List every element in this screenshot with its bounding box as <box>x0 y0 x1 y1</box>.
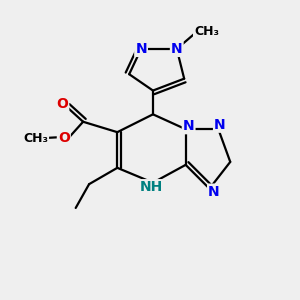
Text: N: N <box>183 119 194 133</box>
Text: CH₃: CH₃ <box>194 25 219 38</box>
Text: N: N <box>171 42 183 56</box>
Text: N: N <box>135 42 147 56</box>
Text: N: N <box>208 184 220 199</box>
Text: O: O <box>56 97 68 111</box>
Text: O: O <box>58 131 70 145</box>
Text: CH₃: CH₃ <box>23 132 48 145</box>
Text: NH: NH <box>140 180 163 194</box>
Text: N: N <box>214 118 226 132</box>
